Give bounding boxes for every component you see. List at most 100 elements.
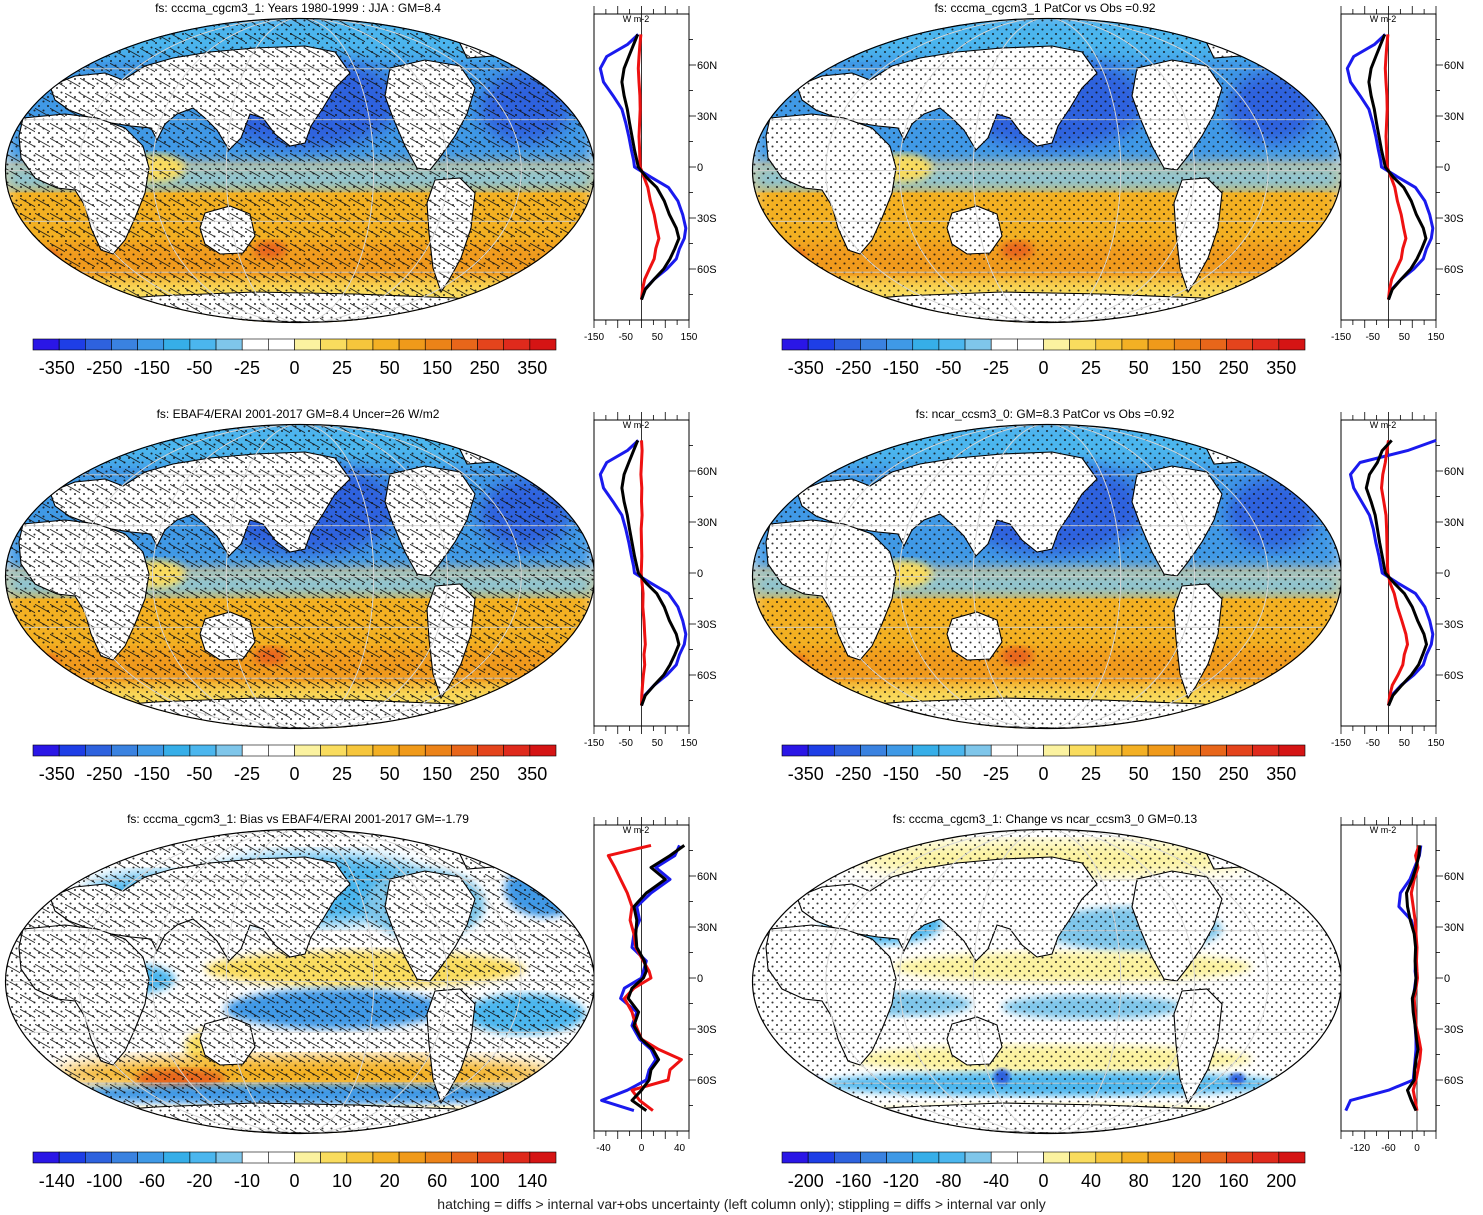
colorbar: -350 -250 -150 -50 -25 0 25 50 150 250 350 xyxy=(32,744,557,784)
colorbar-swatch xyxy=(1226,1151,1253,1164)
colorbar: -200 -160 -120 -80 -40 0 40 80 120 160 200 xyxy=(781,1151,1306,1191)
colorbar-label: 25 xyxy=(332,358,352,378)
colorbar-swatch xyxy=(163,744,191,757)
colorbar-swatch xyxy=(964,338,992,351)
world-map xyxy=(751,423,1343,730)
colorbar-label: -150 xyxy=(134,764,170,784)
colorbar-swatch xyxy=(241,744,269,757)
colorbar-swatch xyxy=(477,744,504,757)
colorbar-label: -250 xyxy=(835,358,871,378)
zonal-lat-label: 60N xyxy=(1444,466,1464,478)
colorbar-swatch xyxy=(1069,338,1097,351)
zonal-x-tick-label: 150 xyxy=(1428,738,1445,749)
colorbar-swatch xyxy=(477,1151,504,1164)
colorbar-swatch xyxy=(1043,744,1070,757)
colorbar-swatch xyxy=(424,338,452,351)
colorbar-swatch xyxy=(807,1151,835,1164)
colorbar-swatch xyxy=(964,744,992,757)
colorbar-swatch xyxy=(32,1151,60,1164)
colorbar-label: 250 xyxy=(470,764,500,784)
colorbar-swatch xyxy=(1147,744,1175,757)
zonal-lat-label: 60S xyxy=(1444,264,1464,276)
zonal-lat-label: 60S xyxy=(697,264,717,276)
colorbar-swatch xyxy=(529,744,557,757)
colorbar-label: 0 xyxy=(1038,1171,1048,1191)
zonal-line-diff xyxy=(606,843,683,1112)
colorbar-swatch xyxy=(1173,1151,1201,1164)
colorbar-label: -20 xyxy=(186,1171,212,1191)
colorbar-label: 50 xyxy=(1129,764,1149,784)
colorbar-label: 50 xyxy=(380,764,400,784)
zonal-unit: W m-2 xyxy=(1370,14,1397,24)
colorbar-label: 50 xyxy=(1129,358,1149,378)
colorbar-swatch xyxy=(1121,338,1149,351)
zonal-lat-label: 60N xyxy=(697,60,717,72)
map-field xyxy=(752,424,1342,729)
colorbar-swatch xyxy=(912,338,940,351)
zonal-x-tick-label: -150 xyxy=(584,738,604,749)
colorbar-label: 350 xyxy=(1266,764,1296,784)
colorbar-swatch xyxy=(58,1151,86,1164)
zonal-x-tick-label: -40 xyxy=(596,1143,611,1154)
colorbar-swatch xyxy=(964,1151,992,1164)
colorbar-swatch xyxy=(1278,1151,1306,1164)
colorbar-swatch xyxy=(137,338,165,351)
colorbar-label: 150 xyxy=(1171,358,1201,378)
zonal-x-tick-label: -50 xyxy=(618,332,633,343)
colorbar-swatch xyxy=(346,744,374,757)
zonal-lat-label: 60N xyxy=(697,871,717,883)
colorbar-label: -250 xyxy=(86,764,122,784)
colorbar-swatch xyxy=(451,338,478,351)
colorbar-label: 40 xyxy=(1081,1171,1101,1191)
graticule-meridian xyxy=(78,424,522,729)
zonal-x-tick-label: 150 xyxy=(1428,332,1445,343)
zonal-mean-plot: -40 0 40 W m-2 60N 30N 0 30S 60S xyxy=(593,817,717,1154)
colorbar-label: -140 xyxy=(39,1171,75,1191)
world-map xyxy=(4,17,596,324)
colorbar-swatch xyxy=(84,1151,112,1164)
colorbar-label: 0 xyxy=(289,1171,299,1191)
colorbar-label: -50 xyxy=(186,358,212,378)
colorbar-label: 0 xyxy=(1038,358,1048,378)
zonal-lat-label: 0 xyxy=(1444,973,1450,985)
colorbar-swatch xyxy=(1147,338,1175,351)
zonal-x-tick-label: -60 xyxy=(1381,1143,1396,1154)
colorbar-label: 80 xyxy=(1129,1171,1149,1191)
colorbar-swatch xyxy=(320,338,348,351)
panel-title: fs: cccma_cgcm3_1 PatCor vs Obs =0.92 xyxy=(934,1,1155,15)
zonal-lat-label: 30N xyxy=(1444,922,1464,934)
colorbar-swatch xyxy=(1121,1151,1149,1164)
colorbar-swatch xyxy=(529,338,557,351)
colorbar-swatch xyxy=(938,744,966,757)
zonal-line-model xyxy=(620,439,681,707)
colorbar-swatch xyxy=(58,338,86,351)
colorbar-swatch xyxy=(372,744,400,757)
colorbar-swatch xyxy=(163,1151,191,1164)
colorbar-label: -150 xyxy=(883,764,919,784)
colorbar-swatch xyxy=(84,744,112,757)
zonal-mean-plot: -150 -50 50 150 W m-2 60N 30N 0 30S 60S xyxy=(584,412,717,749)
panel-title: fs: ncar_ccsm3_0: GM=8.3 PatCor vs Obs =… xyxy=(916,407,1175,421)
colorbar-swatch xyxy=(503,1151,531,1164)
colorbar-swatch xyxy=(189,744,217,757)
graticule-meridian xyxy=(825,424,1269,729)
colorbar-label: 0 xyxy=(289,358,299,378)
colorbar-swatch xyxy=(451,1151,478,1164)
zonal-x-tick-label: -150 xyxy=(1331,332,1351,343)
colorbar-swatch xyxy=(424,1151,452,1164)
panel-title: fs: cccma_cgcm3_1: Bias vs EBAF4/ERAI 20… xyxy=(127,812,469,826)
colorbar-swatch xyxy=(1226,744,1253,757)
map-field xyxy=(752,18,1342,323)
zonal-lat-label: 0 xyxy=(1444,162,1450,174)
zonal-x-tick-label: 50 xyxy=(1399,738,1411,749)
colorbar-swatch xyxy=(111,338,138,351)
colorbar-swatch xyxy=(189,1151,217,1164)
colorbar-label: 250 xyxy=(470,358,500,378)
figure-footnote: hatching = diffs > internal var+obs unce… xyxy=(437,1196,1046,1212)
colorbar-swatch xyxy=(163,338,191,351)
zonal-lat-label: 0 xyxy=(697,162,703,174)
zonal-x-tick-label: 50 xyxy=(652,332,664,343)
colorbar-label: -350 xyxy=(39,358,75,378)
zonal-x-tick-label: 150 xyxy=(681,332,698,343)
